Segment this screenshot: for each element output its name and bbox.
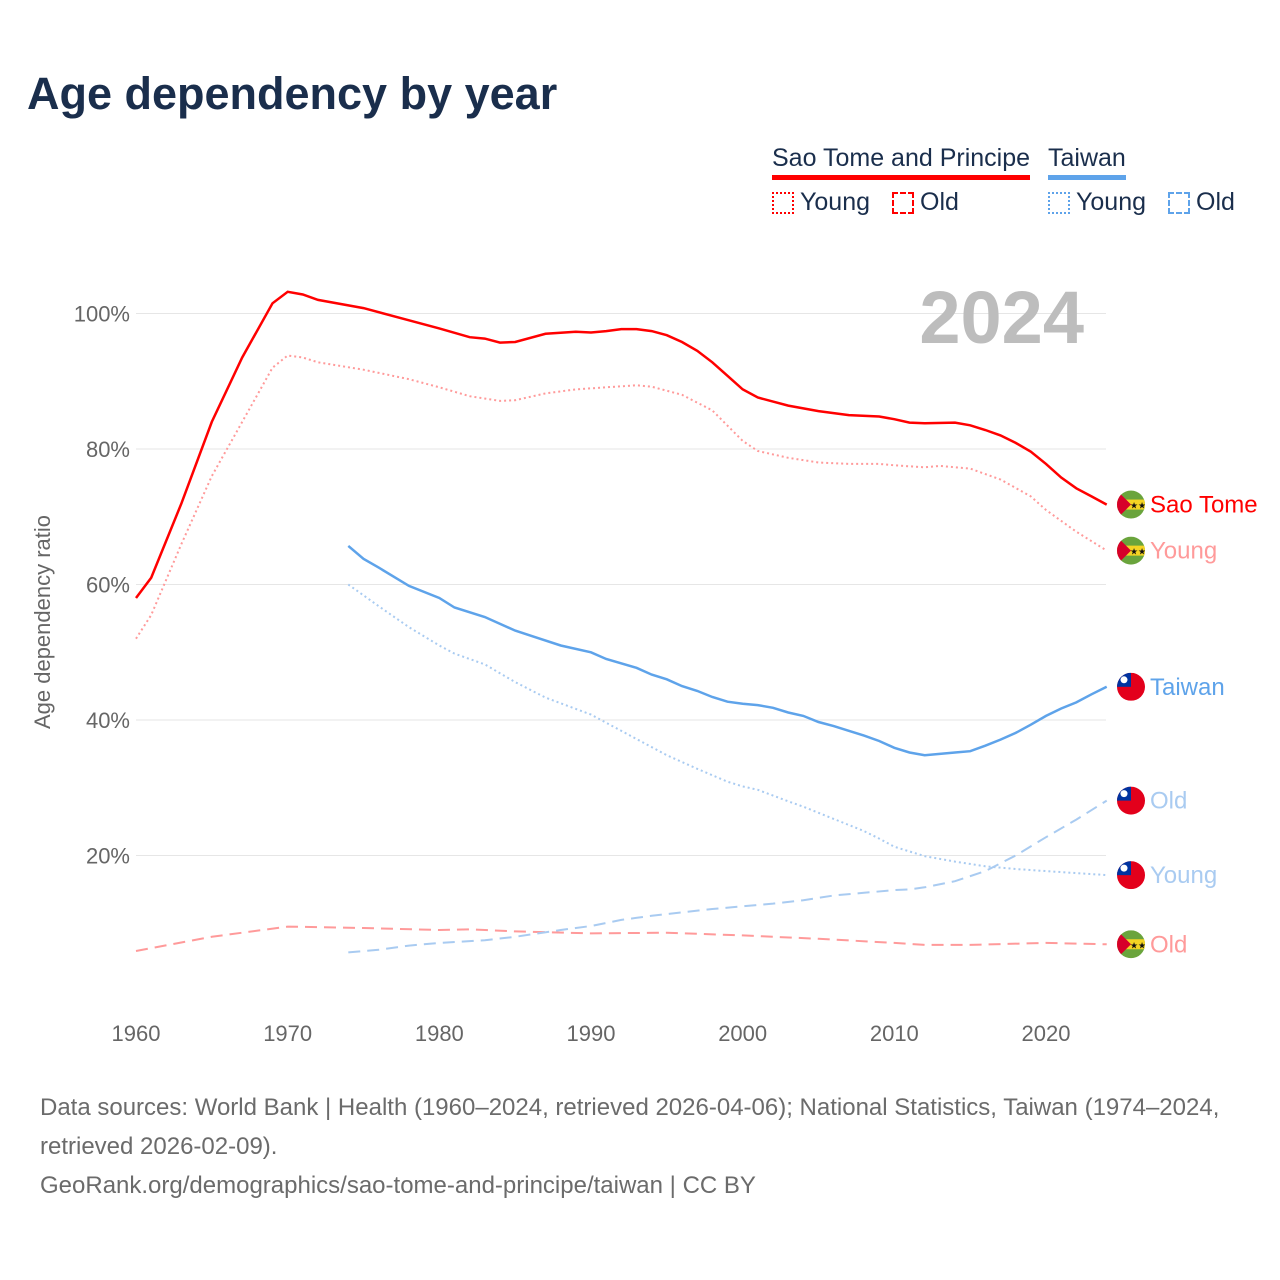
dashed-swatch-icon	[1168, 191, 1190, 214]
series-line-taiwan-old[interactable]	[348, 799, 1108, 954]
sao-tome-flag-icon: ★★	[1117, 490, 1146, 519]
dotted-swatch-icon	[772, 191, 794, 214]
end-label: Old	[1150, 931, 1187, 958]
legend-sao-tome-old[interactable]: Old	[920, 188, 959, 216]
legend-taiwan-label[interactable]: Taiwan	[1048, 144, 1126, 180]
x-tick-label: 1980	[415, 1021, 464, 1046]
legend-sao-tome[interactable]: Sao Tome and Principe Young Old	[772, 144, 1031, 217]
taiwan-flag-icon	[1117, 861, 1145, 890]
data-sources: Data sources: World Bank | Health (1960–…	[40, 1094, 1220, 1160]
y-tick-label: 100%	[74, 302, 130, 327]
x-tick-label: 2020	[1022, 1021, 1071, 1046]
y-tick-label: 60%	[86, 573, 130, 598]
chart-title: Age dependency by year	[27, 68, 558, 119]
credit-link[interactable]: GeoRank.org/demographics/sao-tome-and-pr…	[40, 1172, 756, 1199]
line-chart: 20% 40% 60% 80% 100% 1960 1970 1980 1990 2000 2010…	[30, 276, 1258, 1046]
x-tick-label: 1990	[567, 1021, 616, 1046]
x-tick-label: 1970	[263, 1021, 312, 1046]
sao-tome-flag-icon: ★★	[1117, 536, 1146, 565]
y-tick-label: 80%	[86, 437, 130, 462]
end-label: Old	[1150, 788, 1187, 815]
end-label: Sao Tome	[1150, 492, 1258, 519]
series-line-taiwan[interactable]	[347, 544, 1108, 757]
x-tick-label: 2010	[870, 1021, 919, 1046]
y-tick-label: 20%	[86, 844, 130, 869]
legend-taiwan-old[interactable]: Old	[1196, 188, 1235, 216]
legend-sao-tome-young[interactable]: Young	[800, 188, 870, 216]
dotted-swatch-icon	[1048, 191, 1070, 214]
dashed-swatch-icon	[892, 191, 914, 214]
year-watermark: 2024	[919, 276, 1084, 359]
legend-sao-tome-label[interactable]: Sao Tome and Principe	[772, 144, 1031, 180]
svg-text:★★: ★★	[1130, 501, 1146, 511]
x-tick-label: 2000	[718, 1021, 767, 1046]
y-axis-label: Age dependency ratio	[30, 515, 55, 729]
series-line-sao-tome-and-principe-old[interactable]	[135, 925, 1107, 952]
series-line-sao-tome-and-principe-young[interactable]	[135, 354, 1108, 640]
svg-text:★★: ★★	[1130, 547, 1146, 557]
svg-text:★★: ★★	[1130, 940, 1146, 950]
series-line-taiwan-young[interactable]	[347, 583, 1107, 877]
series-line-sao-tome-and-principe[interactable]	[134, 290, 1108, 599]
sao-tome-flag-icon: ★★	[1117, 930, 1146, 959]
footer: Data sources: World Bank | Health (1960–…	[40, 1088, 1250, 1205]
end-label: Young	[1150, 862, 1217, 889]
legend-taiwan-young[interactable]: Young	[1076, 188, 1146, 216]
legend-taiwan[interactable]: Taiwan Young Old	[1048, 144, 1251, 217]
end-label: Young	[1150, 538, 1217, 565]
taiwan-flag-icon	[1117, 786, 1145, 815]
y-tick-label: 40%	[86, 708, 130, 733]
x-tick-label: 1960	[112, 1021, 161, 1046]
end-label: Taiwan	[1150, 674, 1225, 701]
taiwan-flag-icon	[1117, 672, 1145, 701]
